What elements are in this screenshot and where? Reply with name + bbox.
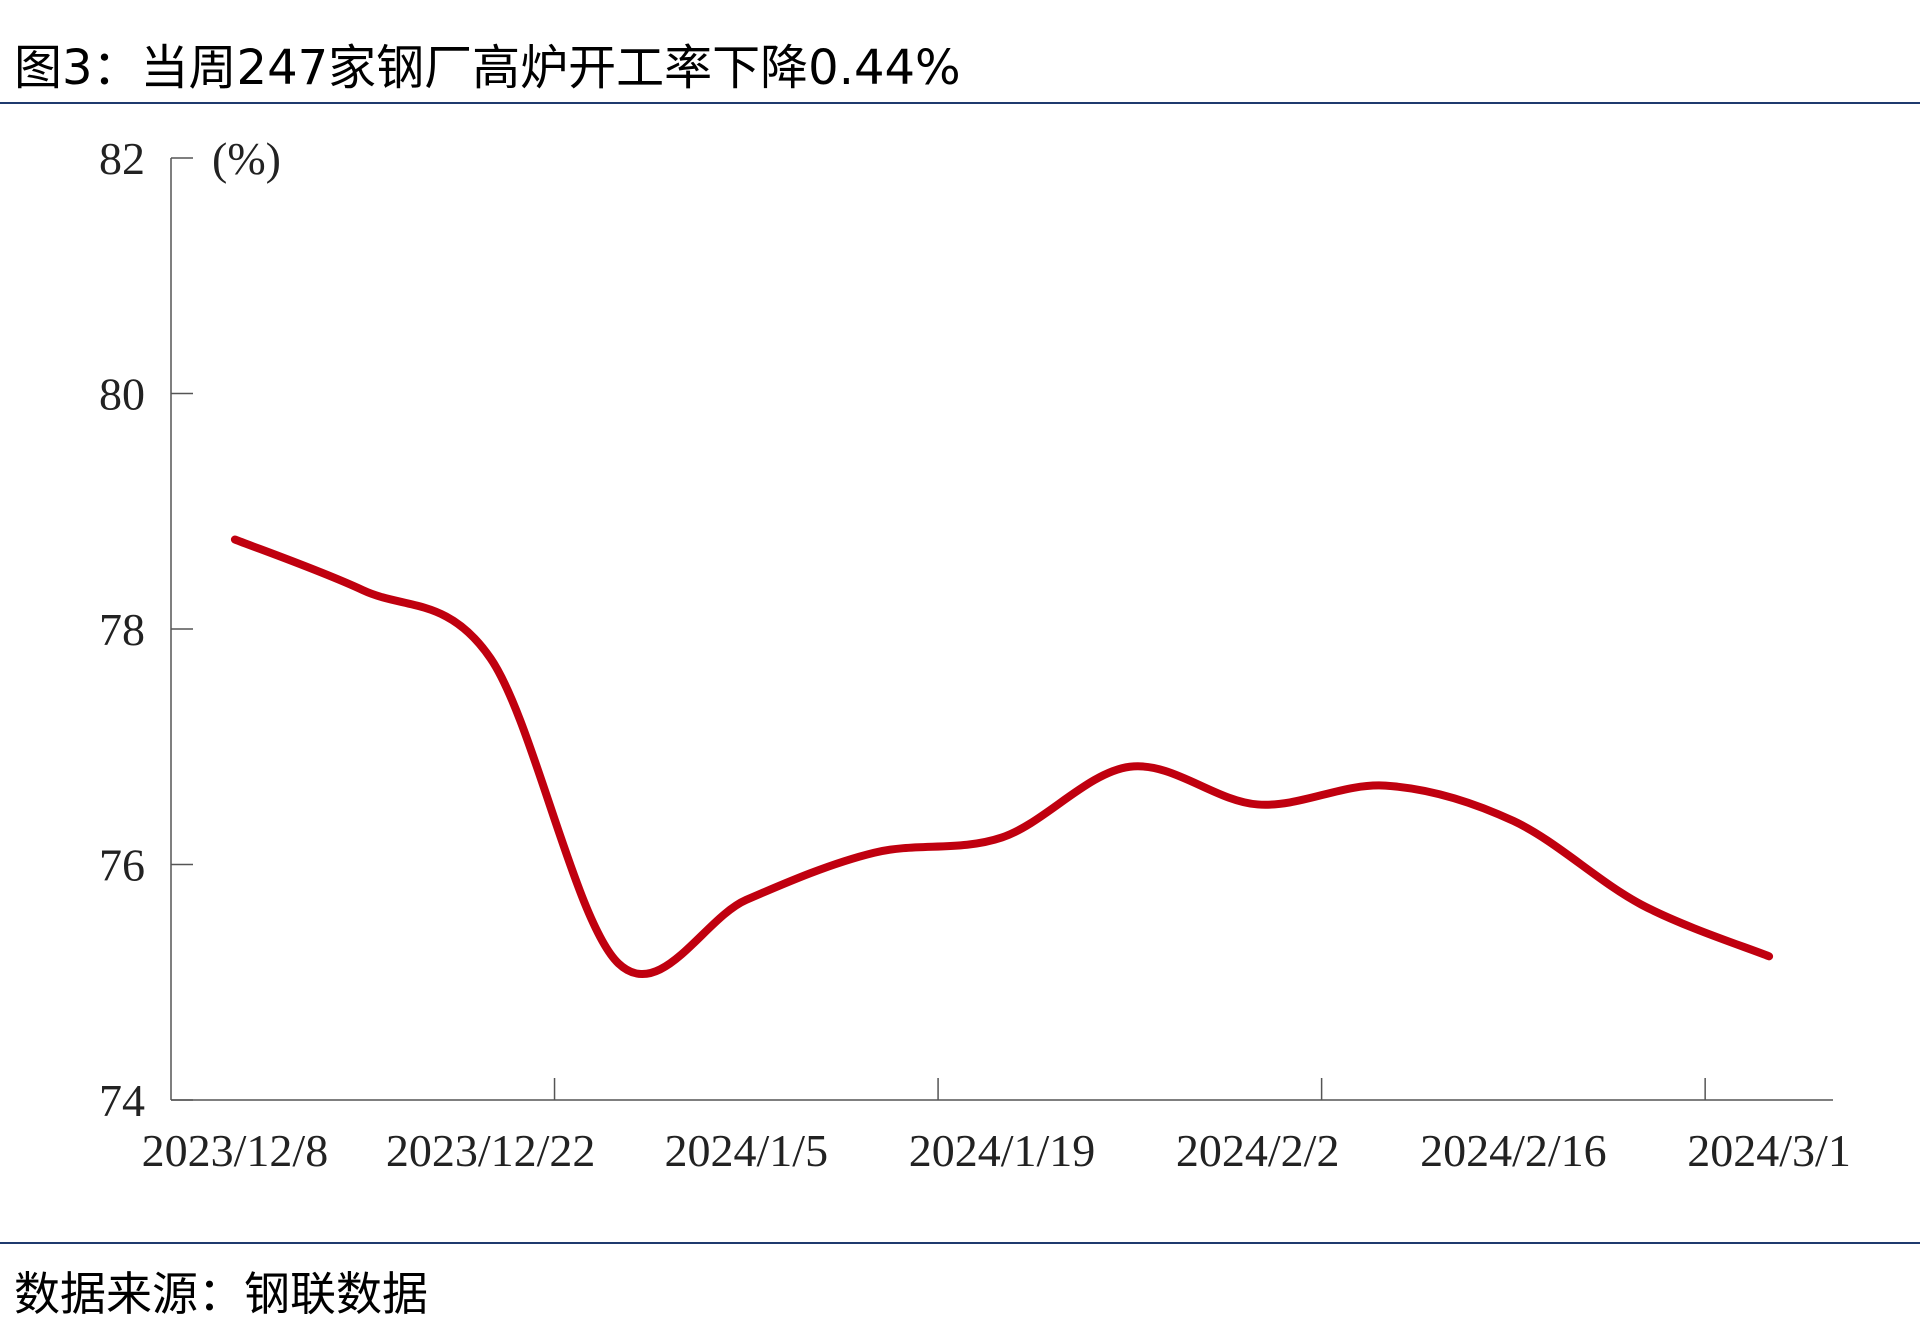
y-unit: (%): [212, 133, 281, 184]
source: 数据来源：钢联数据: [14, 1267, 428, 1321]
y-tick-label: 78: [99, 604, 145, 655]
divider: [0, 102, 1920, 104]
y-tick-label: 74: [99, 1075, 145, 1126]
title: 图3：当周247家钢厂高炉开工率下降0.44%: [14, 40, 961, 96]
x-tick-label: 2023/12/22: [386, 1125, 596, 1176]
x-tick-label: 2023/12/8: [142, 1125, 329, 1176]
x-tick-label: 2024/2/2: [1176, 1125, 1340, 1176]
x-tick-label: 2024/1/19: [909, 1125, 1096, 1176]
y-tick-label: 80: [99, 369, 145, 420]
divider: [0, 1242, 1920, 1244]
x-tick-label: 2024/2/16: [1420, 1125, 1607, 1176]
chart: 74 76 78 80 82 (%) 2023/12/8 2023/12/22 2024/1/5…: [99, 133, 1851, 1176]
x-tick-label: 2024/3/1: [1687, 1125, 1851, 1176]
x-tick-label: 2024/1/5: [665, 1125, 829, 1176]
y-tick-label: 82: [99, 133, 145, 184]
line: [230, 535, 1774, 979]
y-tick-label: 76: [99, 840, 145, 891]
